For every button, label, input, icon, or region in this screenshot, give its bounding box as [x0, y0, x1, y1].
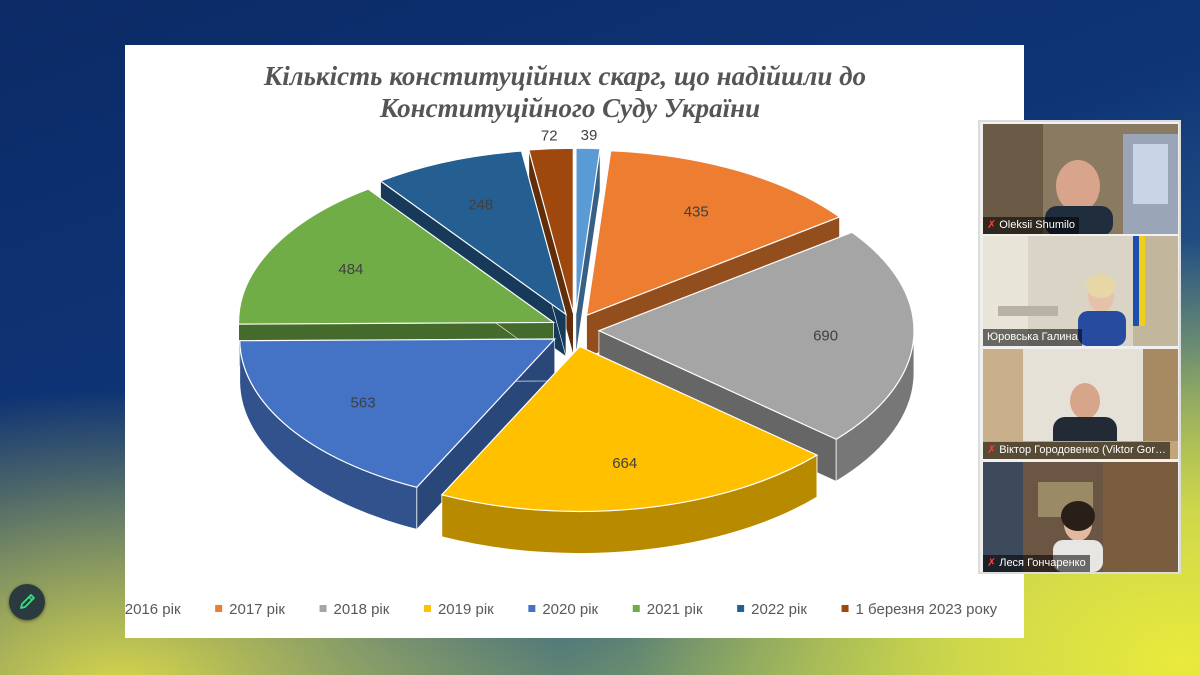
presentation-slide: Кількість конституційних скарг, що надій… — [125, 45, 1024, 638]
mic-off-icon: ✗ — [987, 557, 997, 569]
mic-off-icon: ✗ — [987, 219, 997, 231]
legend-item-1: 2016 рік — [125, 601, 181, 618]
legend-item-3: 2018 рік — [319, 601, 390, 618]
pie-data-labels: 39 435 690 664 563 484 248 72 — [338, 127, 838, 472]
legend-label: 2020 рік — [542, 601, 598, 618]
pie-slice-1 — [575, 147, 601, 356]
data-label-7: 248 — [468, 196, 493, 213]
legend-item-6: 2021 рік — [632, 601, 703, 618]
participant-name-3: ✗ Віктор Городовенко (Viktor Gor… — [983, 442, 1171, 459]
legend-swatch — [319, 605, 327, 612]
legend-swatch — [632, 605, 640, 612]
legend-swatch — [215, 605, 223, 612]
legend-item-4: 2019 рік — [423, 601, 494, 618]
participant-tile-4[interactable]: ✗ Леся Гончаренко — [983, 462, 1178, 572]
chart-title-line-2: Конституційного Суду України — [379, 93, 760, 123]
participant-name-1: ✗ Oleksii Shumilo — [983, 217, 1080, 234]
pie-slices — [237, 147, 915, 554]
participant-name-2: Юровська Галина — [983, 329, 1082, 346]
legend-swatch — [423, 605, 431, 612]
participant-name-4: ✗ Леся Гончаренко — [983, 555, 1090, 572]
legend-item-7: 2022 рік — [737, 601, 807, 618]
participant-tile-3[interactable]: ✗ Віктор Городовенко (Viktor Gor… — [983, 349, 1178, 459]
chart-title-line-1: Кількість конституційних скарг, що надій… — [263, 61, 866, 91]
legend-label: 2022 рік — [751, 601, 807, 618]
chart-legend: 2016 рік 2017 рік 2018 рік 2019 рік 2020 рік… — [125, 601, 998, 618]
legend-label: 2018 рік — [334, 601, 390, 618]
legend-item-8: 1 березня 2023 року — [841, 601, 998, 618]
video-feed-2 — [983, 236, 1178, 346]
participant-tile-2[interactable]: Юровська Галина — [983, 236, 1178, 346]
pencil-icon — [20, 594, 35, 609]
legend-label: 2017 рік — [229, 601, 285, 618]
legend-label: 2019 рік — [438, 601, 494, 618]
data-label-4: 664 — [612, 455, 637, 472]
legend-item-5: 2020 рік — [528, 601, 599, 618]
legend-swatch — [528, 605, 536, 612]
data-label-1: 39 — [581, 127, 598, 144]
data-label-2: 435 — [684, 203, 709, 220]
annotate-button[interactable] — [9, 584, 45, 620]
participant-tile-1[interactable]: ✗ Oleksii Shumilo — [983, 124, 1178, 234]
legend-label: 2016 рік — [125, 601, 181, 618]
legend-swatch — [737, 605, 745, 612]
legend-label: 2021 рік — [647, 601, 703, 618]
legend-item-2: 2017 рік — [215, 601, 285, 618]
legend-swatch — [841, 605, 849, 612]
data-label-3: 690 — [813, 327, 838, 344]
pie-slice-5 — [239, 338, 557, 531]
pie-chart: Кількість конституційних скарг, що надій… — [125, 61, 998, 618]
data-label-8: 72 — [541, 127, 558, 144]
data-label-6: 484 — [338, 261, 363, 278]
participants-panel: ✗ Oleksii Shumilo Юровська Галина ✗ Віктор… — [978, 120, 1181, 574]
mic-off-icon: ✗ — [987, 444, 997, 456]
pie-slice-4 — [440, 345, 819, 554]
data-label-5: 563 — [351, 394, 376, 411]
legend-label: 1 березня 2023 року — [856, 601, 998, 618]
